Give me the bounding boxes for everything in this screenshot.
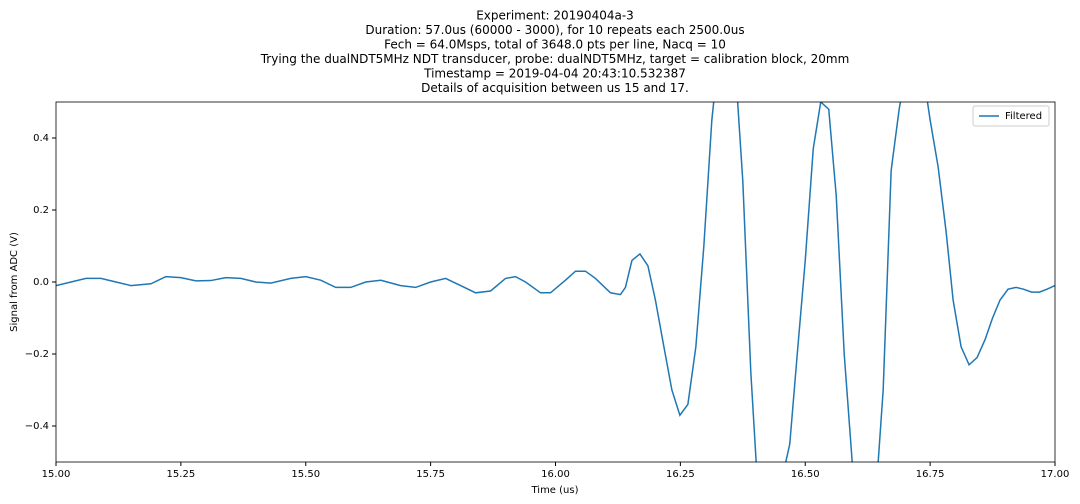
chart-title: Duration: 57.0us (60000 - 3000), for 10 … (365, 23, 744, 37)
x-tick-label: 15.75 (416, 469, 445, 480)
x-tick-label: 16.50 (791, 469, 820, 480)
plot-frame (55, 101, 1056, 463)
y-tick-label: −0.2 (25, 349, 49, 360)
y-tick-label: −0.4 (25, 421, 49, 432)
chart-title: Experiment: 20190404a-3 (476, 9, 634, 23)
x-tick-label: 16.00 (541, 469, 570, 480)
chart-title: Trying the dualNDT5MHz NDT transducer, p… (260, 52, 850, 66)
x-tick-label: 16.25 (666, 469, 695, 480)
x-tick-label: 15.25 (167, 469, 196, 480)
y-tick-label: 0.2 (33, 205, 49, 216)
x-tick-label: 16.75 (916, 469, 945, 480)
legend-box (972, 105, 1050, 127)
x-tick-label: 15.00 (42, 469, 71, 480)
chart-title: Fech = 64.0Msps, total of 3648.0 pts per… (384, 38, 726, 52)
x-tick-label: 17.00 (1041, 469, 1070, 480)
y-tick-label: 0.0 (33, 277, 49, 288)
chart-title: Timestamp = 2019-04-04 20:43:10.532387 (423, 67, 686, 81)
legend-label: Filtered (1005, 111, 1042, 122)
chart-title: Details of acquisition between us 15 and… (421, 81, 689, 95)
y-axis-label: Signal from ADC (V) (9, 232, 20, 332)
y-tick-label: 0.4 (33, 133, 49, 144)
x-tick-label: 15.50 (291, 469, 320, 480)
series-line (56, 102, 1055, 462)
plot-area (56, 102, 1055, 462)
x-axis-label: Time (us) (530, 485, 578, 496)
